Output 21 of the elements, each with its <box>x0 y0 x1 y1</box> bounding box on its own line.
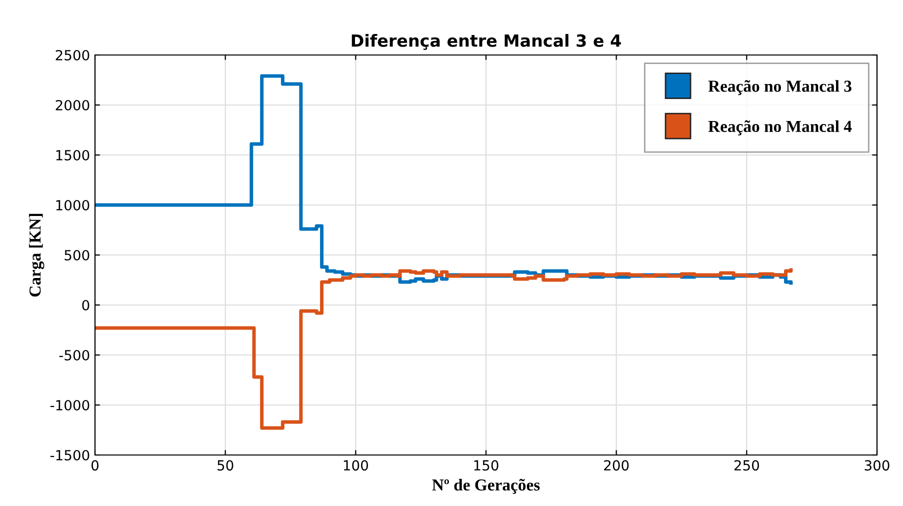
y-tick-label: 0 <box>82 300 90 310</box>
y-tick-label: -500 <box>59 350 90 360</box>
x-tick-label: 100 <box>344 460 368 471</box>
y-tick-label: -1000 <box>50 400 90 410</box>
y-tick-label: 500 <box>64 250 90 260</box>
x-tick-label: 200 <box>604 460 629 471</box>
y-tick-label: -1500 <box>50 450 90 460</box>
y-axis-title: Carga [KN] <box>28 214 44 297</box>
y-tick-label: 1500 <box>56 150 90 160</box>
chart-title: Diferença entre Mancal 3 e 4 <box>352 34 621 50</box>
x-axis-title: Nº de Gerações <box>432 478 540 494</box>
y-tick-label: 2500 <box>56 50 90 60</box>
x-tick-label: 250 <box>734 460 759 471</box>
legend-label: Reação no Mancal 3 <box>708 80 852 96</box>
x-tick-label: 0 <box>91 460 98 471</box>
x-tick-label: 300 <box>864 460 890 471</box>
y-tick-label: 1000 <box>56 200 90 210</box>
x-tick-label: 150 <box>474 460 498 471</box>
y-tick-label: 2000 <box>56 100 90 110</box>
legend-label: Reação no Mancal 4 <box>708 120 852 136</box>
x-tick-label: 50 <box>218 460 234 471</box>
